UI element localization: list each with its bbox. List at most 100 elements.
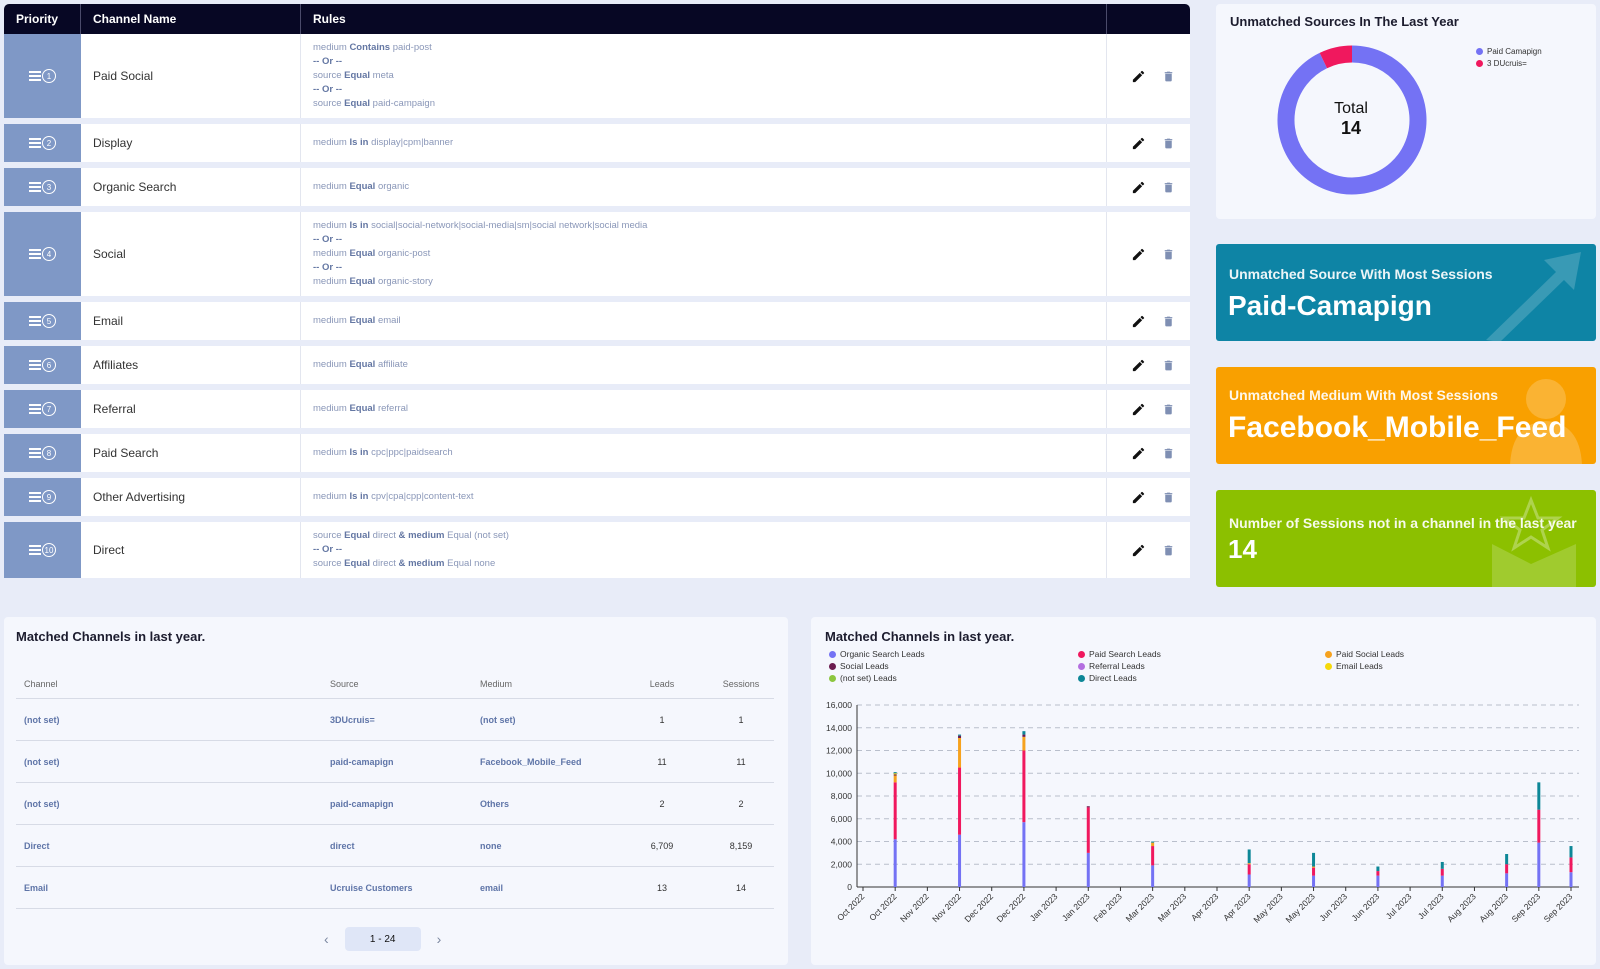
channel-column-header[interactable]: Channel	[24, 678, 58, 689]
table-row[interactable]: (not set) 3DUcruis= (not set) 1 1	[16, 699, 774, 741]
trash-icon[interactable]	[1159, 356, 1177, 374]
table-row[interactable]: Email Ucruise Customers email 13 14	[16, 867, 774, 909]
priority-drag-handle[interactable]: 4	[4, 212, 81, 296]
bar-segment[interactable]	[1537, 842, 1541, 887]
rules-header[interactable]: Rules	[301, 4, 1107, 34]
bar-segment[interactable]	[1312, 852, 1316, 867]
priority-drag-handle[interactable]: 7	[4, 390, 81, 428]
table-row[interactable]: (not set) paid-camapign Others 2 2	[16, 783, 774, 825]
donut-slice[interactable]	[1319, 45, 1353, 69]
prev-page-button[interactable]: ‹	[324, 931, 329, 947]
priority-drag-handle[interactable]: 10	[4, 522, 81, 578]
bar-segment[interactable]	[893, 782, 897, 840]
chart-legend-item[interactable]: Paid Social Leads	[1325, 649, 1404, 659]
bar-segment[interactable]	[1022, 734, 1026, 737]
bar-segment[interactable]	[1312, 875, 1316, 887]
priority-drag-handle[interactable]: 8	[4, 434, 81, 472]
trash-icon[interactable]	[1159, 245, 1177, 263]
bar-segment[interactable]	[1569, 846, 1573, 858]
chart-legend-item[interactable]: Paid Search Leads	[1078, 649, 1161, 659]
chart-legend-item[interactable]: Direct Leads	[1078, 673, 1137, 683]
chart-legend-item[interactable]: Social Leads	[829, 661, 889, 671]
donut-legend-item[interactable]: Paid Camapign	[1476, 46, 1542, 58]
trash-icon[interactable]	[1159, 444, 1177, 462]
trash-icon[interactable]	[1159, 67, 1177, 85]
bar-segment[interactable]	[1247, 864, 1251, 875]
bar-segment[interactable]	[1505, 864, 1509, 874]
bar-segment[interactable]	[1022, 822, 1026, 887]
bar-segment[interactable]	[1505, 873, 1509, 887]
sessions-column-header[interactable]: Sessions	[722, 678, 760, 689]
trash-icon[interactable]	[1159, 488, 1177, 506]
bar-segment[interactable]	[1247, 874, 1251, 887]
bar-segment[interactable]	[1376, 875, 1380, 887]
bar-segment[interactable]	[1151, 846, 1155, 866]
trash-icon[interactable]	[1159, 400, 1177, 418]
bar-segment[interactable]	[1505, 854, 1509, 865]
bar-segment[interactable]	[1022, 731, 1026, 735]
bar-segment[interactable]	[958, 767, 962, 835]
pencil-icon[interactable]	[1129, 488, 1147, 506]
pencil-icon[interactable]	[1129, 356, 1147, 374]
bar-segment[interactable]	[1312, 866, 1316, 868]
donut-slice[interactable]	[1277, 45, 1427, 195]
trash-icon[interactable]	[1159, 134, 1177, 152]
bar-segment[interactable]	[1569, 857, 1573, 873]
priority-drag-handle[interactable]: 2	[4, 124, 81, 162]
source-column-header[interactable]: Source	[330, 678, 359, 689]
bar-segment[interactable]	[1247, 849, 1251, 864]
pencil-icon[interactable]	[1129, 245, 1147, 263]
bar-segment[interactable]	[893, 773, 897, 775]
bar-segment[interactable]	[1440, 875, 1444, 887]
trash-icon[interactable]	[1159, 312, 1177, 330]
trash-icon[interactable]	[1159, 541, 1177, 559]
pencil-icon[interactable]	[1129, 178, 1147, 196]
bar-segment[interactable]	[1537, 809, 1541, 843]
bar-segment[interactable]	[1151, 865, 1155, 887]
pencil-icon[interactable]	[1129, 444, 1147, 462]
channel-name-header[interactable]: Channel Name	[81, 4, 301, 34]
priority-drag-handle[interactable]: 3	[4, 168, 81, 206]
bar-segment[interactable]	[1086, 852, 1090, 887]
table-row[interactable]: Direct direct none 6,709 8,159	[16, 825, 774, 867]
priority-drag-handle[interactable]: 5	[4, 302, 81, 340]
bar-segment[interactable]	[1440, 868, 1444, 876]
leads-column-header[interactable]: Leads	[649, 678, 675, 689]
priority-drag-handle[interactable]: 6	[4, 346, 81, 384]
bar-segment[interactable]	[1086, 806, 1090, 808]
bar-segment[interactable]	[1022, 736, 1026, 751]
bar-segment[interactable]	[1376, 866, 1380, 872]
pencil-icon[interactable]	[1129, 312, 1147, 330]
bar-segment[interactable]	[1086, 807, 1090, 853]
pencil-icon[interactable]	[1129, 400, 1147, 418]
bar-segment[interactable]	[1312, 867, 1316, 876]
bar-segment[interactable]	[1440, 861, 1444, 869]
bar-segment[interactable]	[893, 772, 897, 774]
medium-column-header[interactable]: Medium	[480, 678, 513, 689]
chart-legend-item[interactable]: Organic Search Leads	[829, 649, 925, 659]
bar-segment[interactable]	[1022, 750, 1026, 823]
pencil-icon[interactable]	[1129, 67, 1147, 85]
pencil-icon[interactable]	[1129, 134, 1147, 152]
priority-header[interactable]: Priority	[4, 4, 81, 34]
bar-segment[interactable]	[958, 834, 962, 887]
bar-segment[interactable]	[893, 775, 897, 783]
bar-segment[interactable]	[1247, 863, 1251, 865]
bar-segment[interactable]	[1376, 871, 1380, 876]
donut-legend-item[interactable]: 3 DUcruis=	[1476, 58, 1542, 70]
bar-segment[interactable]	[893, 774, 897, 776]
bar-segment[interactable]	[1569, 872, 1573, 887]
next-page-button[interactable]: ›	[436, 931, 442, 947]
bar-segment[interactable]	[1537, 782, 1541, 810]
pencil-icon[interactable]	[1129, 541, 1147, 559]
bar-segment[interactable]	[1151, 841, 1155, 843]
table-row[interactable]: (not set) paid-camapign Facebook_Mobile_Fe…	[16, 741, 774, 783]
priority-drag-handle[interactable]: 9	[4, 478, 81, 516]
priority-drag-handle[interactable]: 1	[4, 34, 81, 118]
bar-segment[interactable]	[958, 735, 962, 738]
bar-segment[interactable]	[1151, 842, 1155, 847]
bar-segment[interactable]	[958, 734, 962, 736]
bar-segment[interactable]	[958, 737, 962, 768]
chart-legend-item[interactable]: Email Leads	[1325, 661, 1383, 671]
chart-legend-item[interactable]: Referral Leads	[1078, 661, 1145, 671]
